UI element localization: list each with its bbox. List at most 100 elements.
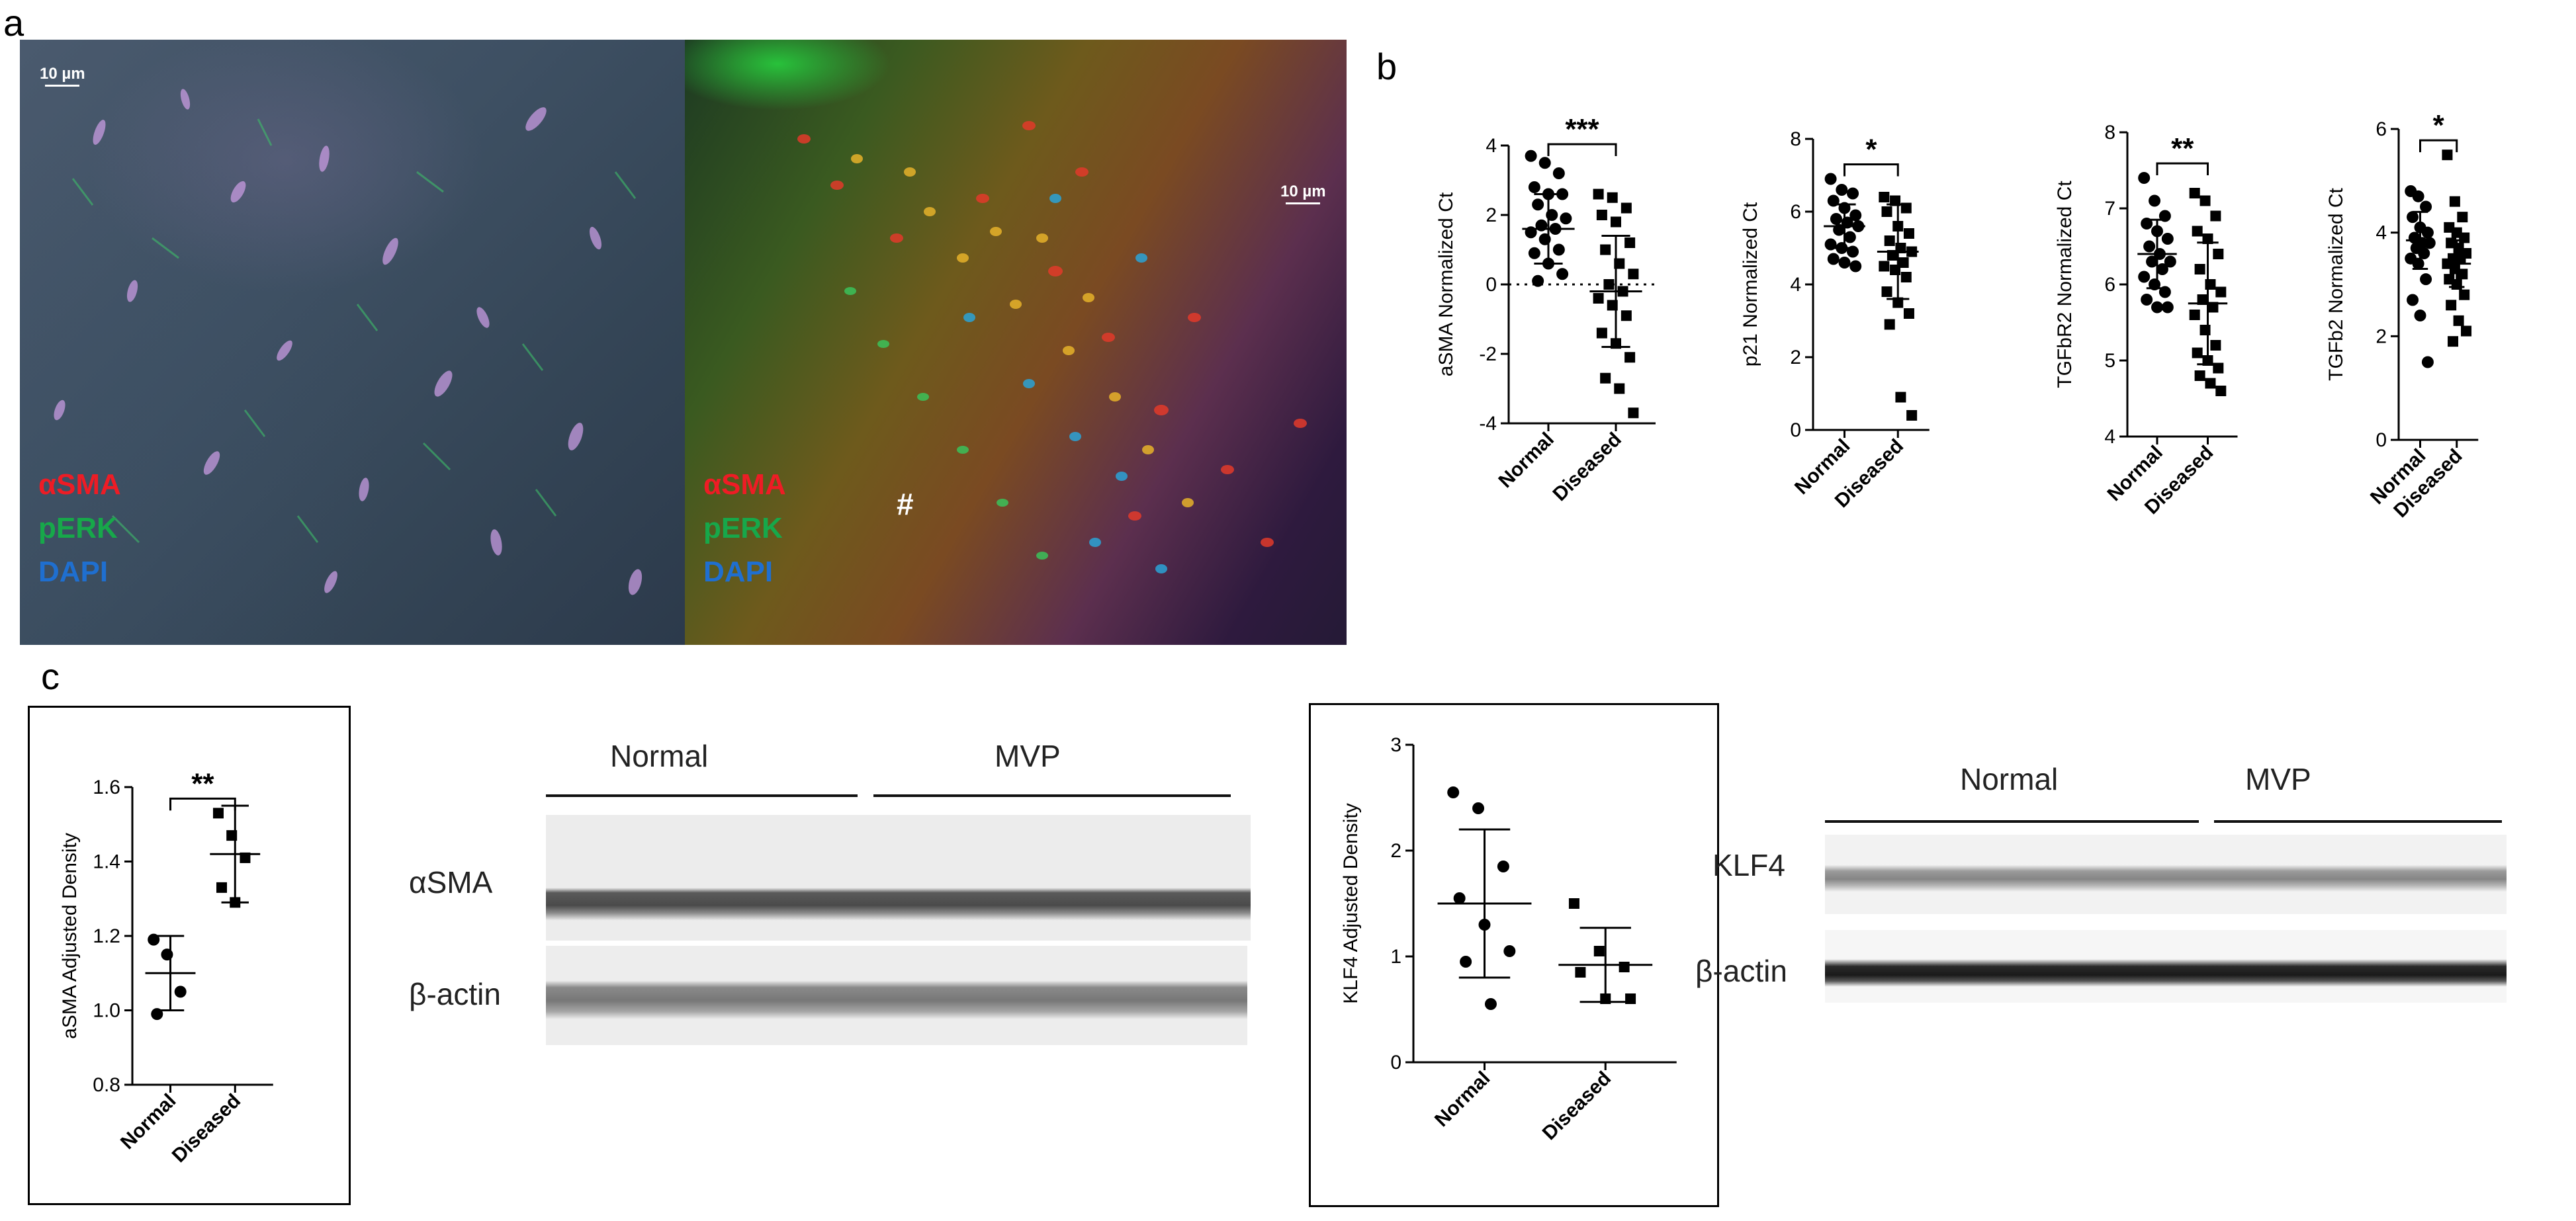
chart-klf4-density: 0 1 2 3 KLF4 Adjusted Density Normal Diseased: [1340, 734, 1677, 1144]
x-tick-label: Normal: [1431, 1068, 1494, 1131]
data-point: [2205, 378, 2216, 389]
data-point: [2194, 264, 2205, 274]
x-tick-label: Diseased: [1548, 429, 1625, 505]
data-point: [1879, 192, 1890, 202]
y-tick-label: 4: [2104, 426, 2115, 448]
y-tick-label: 1.6: [93, 777, 120, 798]
data-point: [1847, 187, 1859, 200]
data-point: [1484, 998, 1497, 1010]
data-point: [1453, 892, 1466, 904]
blot-group-line-normal: [546, 794, 858, 797]
significance-label: *: [2433, 109, 2445, 142]
data-point: [2407, 294, 2419, 306]
data-point: [1552, 243, 1565, 256]
y-tick-label: 4: [1790, 274, 1801, 296]
data-point: [2459, 289, 2470, 300]
data-point: [2210, 210, 2221, 222]
y-tick-label: -4: [1479, 413, 1497, 435]
stain-label-perk: pERK: [38, 512, 118, 544]
y-tick-label: 0.8: [93, 1074, 120, 1096]
data-point: [1460, 956, 1472, 968]
y-axis-label: TGFb2 Normalized Ct: [2325, 187, 2347, 380]
data-point: [1903, 228, 1914, 239]
data-point: [2138, 172, 2151, 184]
y-tick-label: 4: [2376, 222, 2387, 244]
data-point: [1624, 352, 1636, 363]
data-point: [1596, 210, 1607, 220]
data-point: [240, 852, 251, 863]
data-point: [1827, 253, 1840, 265]
data-point: [1600, 244, 1611, 255]
data-point: [2215, 386, 2227, 396]
data-point: [2161, 301, 2174, 314]
data-point: [1824, 173, 1837, 185]
data-point: [216, 882, 228, 893]
significance-label: **: [2171, 132, 2194, 165]
y-tick-label: 6: [1790, 201, 1801, 223]
data-point: [1552, 167, 1565, 179]
panel-label-a: a: [3, 2, 24, 44]
y-tick-label: 3: [1390, 734, 1401, 756]
data-point: [1532, 274, 1544, 287]
data-point: [2189, 188, 2200, 198]
stain-label-dapi: DAPI: [703, 556, 774, 588]
asma-density-box: [28, 706, 351, 1205]
significance-bracket: [1843, 163, 1899, 177]
data-point: [2189, 310, 2200, 320]
blot-group-mvp: MVP: [2245, 762, 2311, 796]
data-point: [1898, 257, 1909, 268]
y-tick-label: 4: [1486, 135, 1497, 157]
data-point: [2457, 212, 2468, 223]
data-point: [2141, 294, 2153, 306]
y-tick-label: 0: [2376, 429, 2387, 451]
data-point: [1497, 861, 1509, 872]
y-tick-label: 0: [1486, 274, 1497, 296]
data-point: [1538, 157, 1551, 169]
stain-label-asma: αSMA: [38, 468, 121, 501]
y-tick-label: 0: [1790, 419, 1801, 441]
data-point: [2138, 271, 2151, 283]
blot-group-normal: Normal: [610, 739, 709, 773]
scale-bar-line: [45, 85, 79, 87]
y-tick-label: 2: [1486, 204, 1497, 226]
data-point: [1575, 967, 1586, 978]
data-point: [2207, 302, 2219, 313]
data-point: [212, 808, 224, 819]
x-tick-label: Diseased: [168, 1090, 245, 1167]
blot-group-normal: Normal: [1960, 762, 2059, 796]
data-point: [2213, 249, 2224, 259]
data-point: [1560, 212, 1572, 225]
y-axis-label: aSMA Normalized Ct: [1435, 192, 1457, 376]
panel-label-b: b: [1376, 46, 1398, 87]
data-point: [1621, 202, 1632, 214]
data-point: [1596, 327, 1607, 339]
micrograph-normal-cells: [54, 89, 643, 595]
data-point: [2156, 263, 2168, 275]
data-point: [2455, 253, 2466, 264]
blot-row-bactin: β-actin: [1695, 954, 1787, 988]
y-tick-label: 6: [2376, 118, 2387, 140]
y-tick-label: 7: [2104, 198, 2115, 220]
y-axis-label: aSMA Adjusted Density: [59, 833, 81, 1039]
data-point: [1830, 213, 1842, 225]
y-tick-label: 2: [2376, 325, 2387, 347]
data-point: [2205, 279, 2216, 290]
stain-label-asma: αSMA: [703, 468, 786, 501]
blot-row-bactin: β-actin: [409, 977, 501, 1011]
data-point: [2461, 325, 2472, 337]
data-point: [1903, 308, 1914, 319]
blot-group-line-normal: [1825, 820, 2199, 823]
data-point: [148, 933, 160, 946]
data-point: [1906, 410, 1918, 421]
data-point: [1528, 247, 1540, 259]
data-point: [2194, 370, 2205, 381]
data-point: [1503, 945, 1516, 957]
stain-label-dapi: DAPI: [38, 556, 109, 588]
stain-label-perk: pERK: [703, 512, 783, 544]
data-point: [1843, 231, 1856, 243]
data-point: [1600, 372, 1611, 384]
y-axis-label: KLF4 Adjusted Density: [1340, 803, 1362, 1004]
data-point: [1849, 209, 1862, 222]
data-point: [1884, 319, 1895, 330]
